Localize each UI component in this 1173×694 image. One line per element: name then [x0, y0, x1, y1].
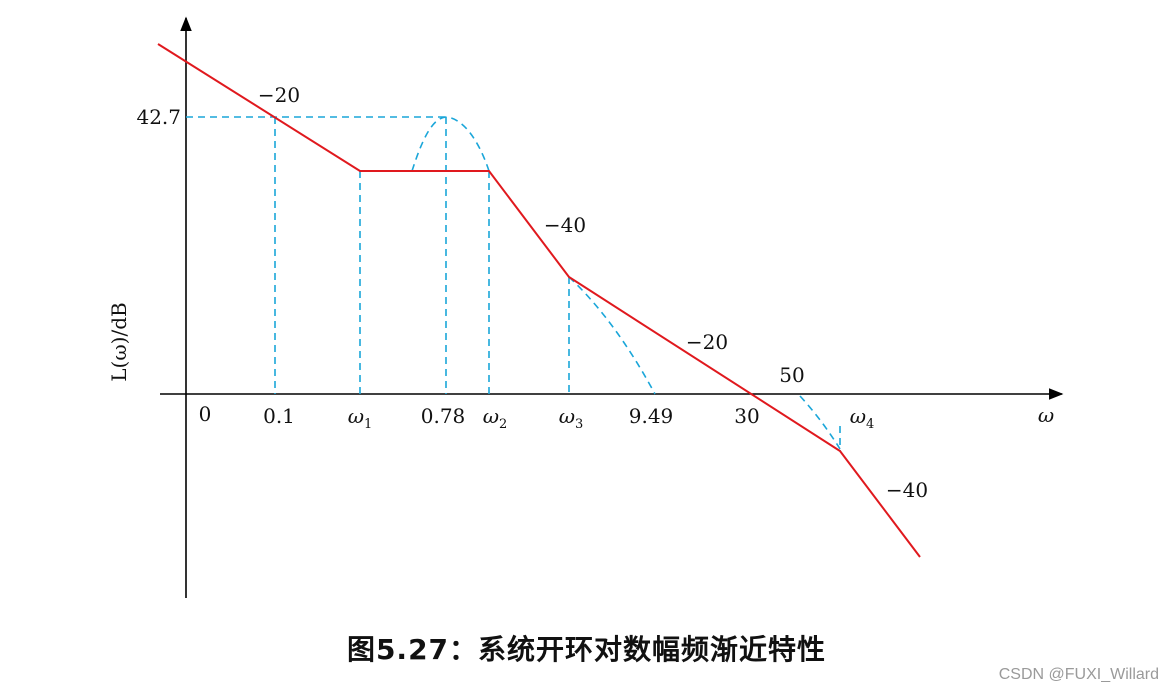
x-tick-30: 30	[734, 404, 759, 428]
x-tick-w2: ω2	[483, 404, 508, 432]
x-tick-0-78: 0.78	[421, 404, 466, 428]
resonance-peak-curve	[411, 116, 490, 172]
y-axis-label: L(ω)/dB	[107, 302, 131, 381]
slope-label-3: −20	[686, 330, 728, 354]
slope-label-1: −20	[258, 83, 300, 107]
y-tick-42-7: 42.7	[136, 105, 181, 129]
x-tick-50: 50	[779, 363, 804, 387]
x-tick-w3: ω3	[559, 404, 584, 432]
watermark: CSDN @FUXI_Willard	[998, 666, 1159, 683]
x-tick-9-49: 9.49	[629, 404, 674, 428]
corner-curve-w3	[568, 276, 656, 395]
x-tick-w1: ω1	[348, 404, 373, 432]
origin-label: 0	[199, 402, 212, 426]
slope-label-4: −40	[886, 478, 928, 502]
slope-label-2: −40	[544, 213, 586, 237]
asymptote-polyline	[157, 43, 921, 558]
x-tick-w4: ω4	[850, 404, 875, 432]
figure-caption: 图5.27：系统开环对数幅频渐近特性	[346, 633, 827, 666]
corner-curve-w4	[799, 395, 841, 450]
x-axis-label: ω	[1038, 403, 1054, 427]
dashed-guides	[186, 116, 841, 451]
x-tick-0-1: 0.1	[263, 404, 295, 428]
